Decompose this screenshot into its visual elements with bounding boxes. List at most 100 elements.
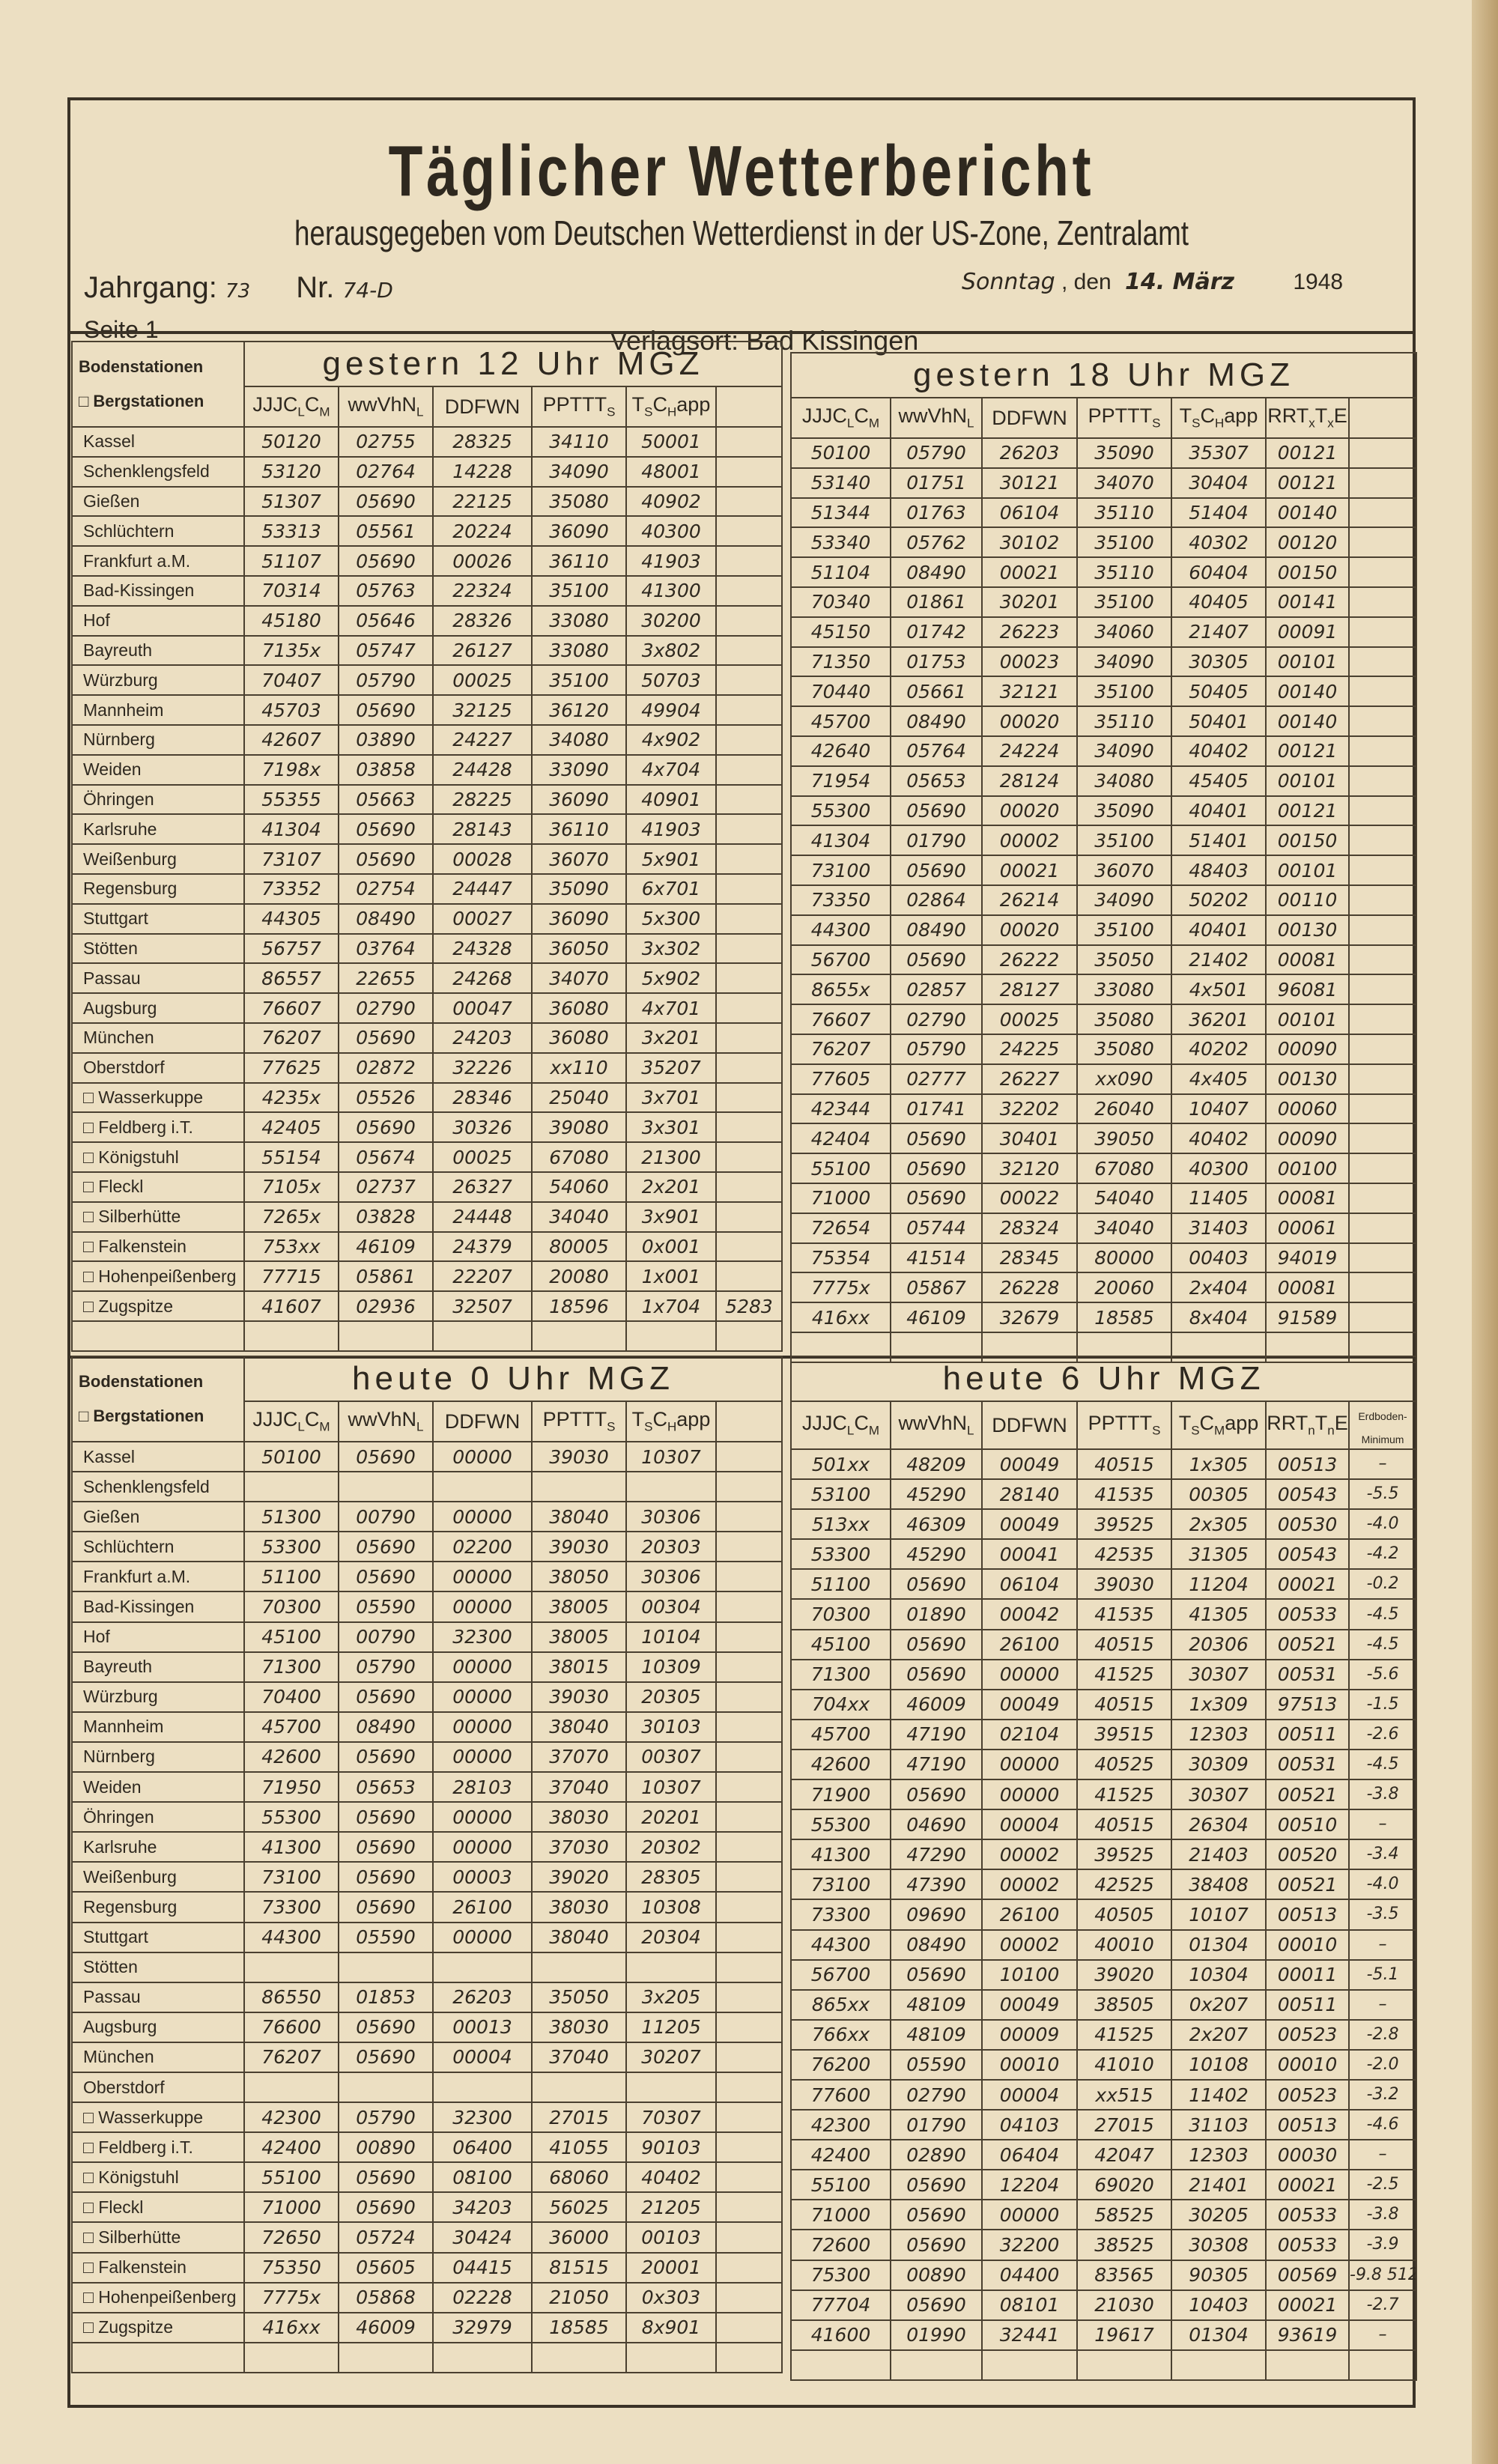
column-header-text: DDFWN bbox=[992, 1413, 1067, 1436]
table-row: 70340 01861 30201 35100 40405 00141 bbox=[790, 586, 1418, 618]
observation-cell: 40525 bbox=[1076, 1748, 1172, 1781]
observation-cell: 75300 bbox=[790, 2259, 891, 2291]
observation-cell: 2x404 bbox=[1171, 1272, 1267, 1304]
observation-cell: 93619 bbox=[1265, 2319, 1350, 2351]
observation-cell: 00511 bbox=[1265, 1988, 1350, 2021]
observation-cell: 00140 bbox=[1265, 676, 1350, 708]
observation-cell: 24328 bbox=[432, 932, 533, 965]
station-name: Oberstdorf bbox=[71, 1052, 245, 1084]
observation-cell: 05690 bbox=[338, 694, 434, 726]
column-header: PPTTTS bbox=[1076, 1401, 1172, 1450]
column-header: JJJCLCM bbox=[243, 1401, 339, 1442]
observation-cell: 30307 bbox=[1171, 1779, 1267, 1811]
observation-cell: 00028 bbox=[432, 843, 533, 875]
observation-cell: 4235x bbox=[243, 1081, 339, 1114]
table-row: Würzburg 70400 05690 00000 39030 20305 bbox=[71, 1681, 783, 1713]
observation-cell: 00890 bbox=[338, 2131, 434, 2164]
observation-cell bbox=[715, 574, 783, 607]
table-row: Nürnberg 42600 05690 00000 37070 00307 bbox=[71, 1741, 783, 1773]
column-header-text: T bbox=[1314, 404, 1328, 428]
observation-cell: 30309 bbox=[1171, 1748, 1267, 1781]
observation-cell: 00101 bbox=[1265, 646, 1350, 678]
observation-cell: 11205 bbox=[625, 2011, 717, 2043]
column-header-text: S bbox=[644, 1419, 653, 1434]
observation-cell: 1x704 bbox=[625, 1290, 717, 1322]
observation-cell: 41055 bbox=[531, 2131, 627, 2164]
observation-cell: 34090 bbox=[531, 455, 627, 488]
observation-cell: 35090 bbox=[1076, 437, 1172, 469]
observation-cell: 30306 bbox=[625, 1501, 717, 1533]
observation-cell: 2x207 bbox=[1171, 2018, 1267, 2051]
observation-cell: 73300 bbox=[243, 1891, 339, 1923]
observation-cell: 39050 bbox=[1076, 1123, 1172, 1155]
column-header-text: x bbox=[1327, 416, 1334, 431]
observation-cell: 40402 bbox=[625, 2161, 717, 2194]
table-row: Schlüchtern 53300 05690 02200 39030 20303 bbox=[71, 1531, 783, 1563]
observation-cell: 05790 bbox=[890, 437, 983, 469]
observation-cell: 2x201 bbox=[625, 1171, 717, 1203]
observation-cell bbox=[715, 515, 783, 547]
observation-cell: 05690 bbox=[338, 1801, 434, 1833]
station-name: Frankfurt a.M. bbox=[71, 545, 245, 577]
observation-cell: 7105x bbox=[243, 1171, 339, 1203]
observation-cell: 19617 bbox=[1076, 2319, 1172, 2351]
observation-cell: 41535 bbox=[1076, 1598, 1172, 1630]
observation-cell: 1x309 bbox=[1171, 1688, 1267, 1720]
observation-cell: 04103 bbox=[981, 2109, 1078, 2141]
observation-cell: 53300 bbox=[243, 1531, 339, 1563]
observation-cell: 08490 bbox=[890, 556, 983, 588]
observation-cell: 00041 bbox=[981, 1538, 1078, 1571]
observation-cell: 3x301 bbox=[625, 1111, 717, 1144]
observation-cell: 18585 bbox=[1076, 1302, 1172, 1333]
station-type-legend: Bodenstationen □ Bergstationen bbox=[71, 341, 245, 428]
observation-cell: 4x501 bbox=[1171, 974, 1267, 1006]
observation-cell: 05590 bbox=[890, 2048, 983, 2081]
observation-cell: 00027 bbox=[432, 902, 533, 935]
observation-cell: 14228 bbox=[432, 455, 533, 488]
table-row: Hof 45100 00790 32300 38005 10104 bbox=[71, 1621, 783, 1653]
observation-cell: -4.0 bbox=[1347, 1869, 1418, 1901]
observation-cell bbox=[715, 1531, 783, 1563]
observation-cell: 01890 bbox=[890, 1598, 983, 1630]
observation-cell: 00150 bbox=[1265, 825, 1350, 857]
column-header-text: L bbox=[297, 404, 305, 419]
observation-cell: xx090 bbox=[1076, 1063, 1172, 1095]
observation-cell: 40202 bbox=[1171, 1033, 1267, 1065]
observation-cell: 10403 bbox=[1171, 2289, 1267, 2321]
observation-cell: 00307 bbox=[625, 1741, 717, 1773]
observation-cell: 73107 bbox=[243, 843, 339, 875]
observation-cell: 05590 bbox=[338, 1591, 434, 1623]
observation-cell: 39030 bbox=[531, 1440, 627, 1473]
column-header-text: PPTTT bbox=[542, 393, 607, 416]
observation-cell: 08490 bbox=[338, 902, 434, 935]
table-row: 71954 05653 28124 34080 45405 00101 bbox=[790, 765, 1418, 797]
observation-cell: 39030 bbox=[531, 1681, 627, 1713]
station-name: Nürnberg bbox=[71, 1741, 245, 1773]
column-header-text: L bbox=[297, 1419, 305, 1434]
observation-cell: 02790 bbox=[890, 2078, 983, 2111]
observation-cell: 416xx bbox=[243, 2311, 339, 2343]
observation-cell: 00060 bbox=[1265, 1093, 1350, 1125]
observation-cell: 33080 bbox=[531, 634, 627, 667]
table-row: Regensburg 73300 05690 26100 38030 10308 bbox=[71, 1891, 783, 1923]
observation-cell: 21402 bbox=[1171, 944, 1267, 976]
observation-cell bbox=[1347, 1033, 1418, 1065]
observation-cell bbox=[715, 1711, 783, 1743]
table-row: 55300 05690 00020 35090 40401 00121 bbox=[790, 795, 1418, 827]
observation-cell: 36070 bbox=[531, 843, 627, 875]
observation-cell: 31305 bbox=[1171, 1538, 1267, 1571]
observation-cell: 41300 bbox=[243, 1831, 339, 1863]
observation-cell: 05690 bbox=[338, 1440, 434, 1473]
observation-cell: 42525 bbox=[1076, 1869, 1172, 1901]
observation-cell: 39020 bbox=[1076, 1958, 1172, 1991]
station-name: Regensburg bbox=[71, 1891, 245, 1923]
observation-cell: 02857 bbox=[890, 974, 983, 1006]
column-header-text: wwVhN bbox=[348, 393, 417, 416]
observation-cell: 36090 bbox=[531, 515, 627, 547]
table-row: Bad-Kissingen 70300 05590 00000 38005 00304 bbox=[71, 1591, 783, 1623]
table-row: 73350 02864 26214 34090 50202 00110 bbox=[790, 884, 1418, 916]
observation-cell bbox=[715, 2191, 783, 2224]
observation-cell: 00000 bbox=[432, 1741, 533, 1773]
observation-cell: 03890 bbox=[338, 723, 434, 756]
observation-cell: 42535 bbox=[1076, 1538, 1172, 1571]
